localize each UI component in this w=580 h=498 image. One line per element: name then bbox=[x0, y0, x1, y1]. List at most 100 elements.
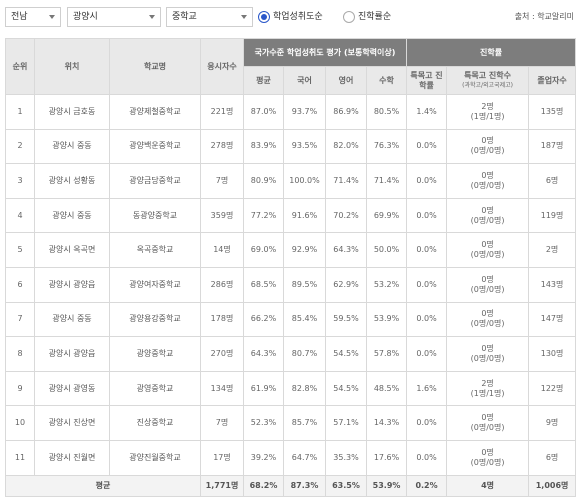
cell-applicants: 286명 bbox=[200, 266, 244, 303]
cell-special-rate: 1.4% bbox=[406, 94, 448, 130]
school-level-select-value: 중학교 bbox=[172, 12, 197, 22]
table-row: 3 광양시 성황동 광양금당중학교 7명 80.9% 100.0% 71.4% 71.4% 0.… bbox=[5, 163, 577, 199]
cell-special-count-total: 0명 bbox=[481, 136, 494, 146]
cell-avg: 80.9% bbox=[243, 163, 284, 199]
cell-rank: 11 bbox=[5, 439, 35, 476]
cell-rank: 6 bbox=[5, 266, 35, 303]
cell-avg: 61.9% bbox=[243, 370, 284, 407]
cell-special-count-total: 0명 bbox=[481, 343, 494, 353]
table-row: 4 광양시 중동 동광양중학교 359명 77.2% 91.6% 70.2% 69.9% 0.0… bbox=[5, 197, 577, 234]
table-row: 9 광양시 광영동 광영중학교 134명 61.9% 82.8% 54.5% 48.5% 1.6… bbox=[5, 370, 577, 407]
cell-location: 광양시 진상면 bbox=[34, 405, 110, 441]
cell-rank: 8 bbox=[5, 336, 35, 372]
table-row: 5 광양시 옥곡면 옥곡중학교 14명 69.0% 92.9% 64.3% 50.0% 0.0%… bbox=[5, 232, 577, 268]
city-select[interactable]: 광양시 bbox=[67, 7, 161, 27]
cell-math: 80.5% bbox=[365, 94, 408, 130]
table-row: 2 광양시 중동 광양백운중학교 278명 83.9% 93.5% 82.0% 76.3% 0.… bbox=[5, 128, 577, 165]
cell-applicants: 278명 bbox=[200, 128, 244, 165]
cell-english: 71.4% bbox=[325, 163, 367, 199]
cell-rank: 5 bbox=[5, 232, 35, 268]
cell-location: 광양시 광양읍 bbox=[34, 266, 110, 303]
cell-special-count-total: 2명 bbox=[481, 101, 494, 111]
cell-english: 62.9% bbox=[325, 266, 367, 303]
cell-applicants: 17명 bbox=[200, 439, 244, 476]
footer-average: 68.2% bbox=[243, 474, 284, 497]
cell-special-count-detail: (0명/0명) bbox=[470, 423, 505, 433]
cell-english: 54.5% bbox=[325, 370, 367, 407]
sort-by-achievement-radio[interactable]: 학업성취도순 bbox=[258, 10, 340, 24]
cell-avg: 66.2% bbox=[243, 301, 284, 338]
header-special-count-label: 특목고 진학수 bbox=[464, 70, 512, 80]
cell-rank: 1 bbox=[5, 94, 35, 130]
footer-applicants: 1,771명 bbox=[200, 474, 244, 497]
cell-applicants: 178명 bbox=[200, 301, 244, 338]
table-row: 10 광양시 진상면 진상중학교 7명 52.3% 85.7% 57.1% 14.3% 0.0%… bbox=[5, 405, 577, 441]
cell-special-rate: 1.6% bbox=[406, 370, 448, 407]
cell-avg: 52.3% bbox=[243, 405, 284, 441]
cell-rank: 4 bbox=[5, 197, 35, 234]
cell-location: 광양시 옥곡면 bbox=[34, 232, 110, 268]
cell-school: 광양여자중학교 bbox=[109, 266, 201, 303]
cell-korean: 85.4% bbox=[283, 301, 326, 338]
cell-korean: 93.7% bbox=[283, 94, 326, 130]
cell-special-count: 0명 (0명/0명) bbox=[446, 266, 530, 303]
cell-english: 64.3% bbox=[325, 232, 367, 268]
cell-graduates: 143명 bbox=[528, 266, 577, 303]
cell-english: 54.5% bbox=[325, 336, 367, 372]
cell-graduates: 6명 bbox=[528, 439, 577, 476]
cell-special-rate: 0.0% bbox=[406, 336, 448, 372]
table-row: 1 광양시 금호동 광양제철중학교 221명 87.0% 93.7% 86.9% 80.5% 1… bbox=[5, 94, 577, 130]
cell-korean: 85.7% bbox=[283, 405, 326, 441]
cell-math: 69.9% bbox=[365, 197, 408, 234]
cell-math: 76.3% bbox=[365, 128, 408, 165]
cell-graduates: 6명 bbox=[528, 163, 577, 199]
cell-location: 광양시 성황동 bbox=[34, 163, 110, 199]
footer-korean: 87.3% bbox=[283, 474, 326, 497]
table-row: 11 광양시 진월면 광양진월중학교 17명 39.2% 64.7% 35.3% 17.6% 0… bbox=[5, 439, 577, 476]
cell-special-count: 0명 (0명/0명) bbox=[446, 232, 530, 268]
school-level-select[interactable]: 중학교 bbox=[166, 7, 253, 27]
city-select-value: 광양시 bbox=[73, 12, 98, 22]
cell-location: 광양시 중동 bbox=[34, 301, 110, 338]
footer-label: 평균 bbox=[5, 474, 201, 497]
cell-school: 광양금당중학교 bbox=[109, 163, 201, 199]
cell-special-rate: 0.0% bbox=[406, 405, 448, 441]
sort-by-advancement-radio[interactable]: 진학률순 bbox=[343, 10, 403, 24]
cell-special-rate: 0.0% bbox=[406, 301, 448, 338]
cell-special-count-detail: (0명/0명) bbox=[470, 457, 505, 467]
cell-special-rate: 0.0% bbox=[406, 163, 448, 199]
cell-math: 50.0% bbox=[365, 232, 408, 268]
cell-korean: 89.5% bbox=[283, 266, 326, 303]
cell-school: 옥곡중학교 bbox=[109, 232, 201, 268]
cell-special-count-detail: (0명/0명) bbox=[470, 353, 505, 363]
cell-special-count: 0명 (0명/0명) bbox=[446, 163, 530, 199]
cell-school: 광양백운중학교 bbox=[109, 128, 201, 165]
table-row: 8 광양시 광양읍 광양중학교 270명 64.3% 80.7% 54.5% 57.8% 0.0… bbox=[5, 336, 577, 372]
header-rank: 순위 bbox=[5, 38, 35, 95]
cell-graduates: 9명 bbox=[528, 405, 577, 441]
cell-graduates: 147명 bbox=[528, 301, 577, 338]
cell-location: 광양시 금호동 bbox=[34, 94, 110, 130]
cell-applicants: 14명 bbox=[200, 232, 244, 268]
cell-school: 광양진월중학교 bbox=[109, 439, 201, 476]
cell-special-count: 0명 (0명/0명) bbox=[446, 128, 530, 165]
cell-math: 71.4% bbox=[365, 163, 408, 199]
table-body: 1 광양시 금호동 광양제철중학교 221명 87.0% 93.7% 86.9% 80.5% 1… bbox=[5, 94, 577, 476]
filter-bar: 전남 광양시 중학교 학업성취도순 진학률순 출처 : 학교알리미 bbox=[5, 6, 575, 28]
table-footer-row: 평균 1,771명 68.2% 87.3% 63.5% 53.9% 0.2% 4… bbox=[5, 474, 577, 497]
data-source: 출처 : 학교알리미 bbox=[514, 12, 574, 21]
cell-korean: 91.6% bbox=[283, 197, 326, 234]
cell-applicants: 270명 bbox=[200, 336, 244, 372]
cell-special-count: 2명 (1명/1명) bbox=[446, 94, 530, 130]
cell-special-count-total: 2명 bbox=[481, 378, 494, 388]
footer-special-rate: 0.2% bbox=[406, 474, 448, 497]
cell-math: 53.2% bbox=[365, 266, 408, 303]
cell-special-rate: 0.0% bbox=[406, 232, 448, 268]
cell-korean: 64.7% bbox=[283, 439, 326, 476]
region-select[interactable]: 전남 bbox=[5, 7, 61, 27]
radio-checked-icon bbox=[258, 11, 270, 23]
chevron-down-icon bbox=[49, 15, 55, 19]
cell-special-rate: 0.0% bbox=[406, 439, 448, 476]
chevron-down-icon bbox=[149, 15, 155, 19]
cell-graduates: 2명 bbox=[528, 232, 577, 268]
